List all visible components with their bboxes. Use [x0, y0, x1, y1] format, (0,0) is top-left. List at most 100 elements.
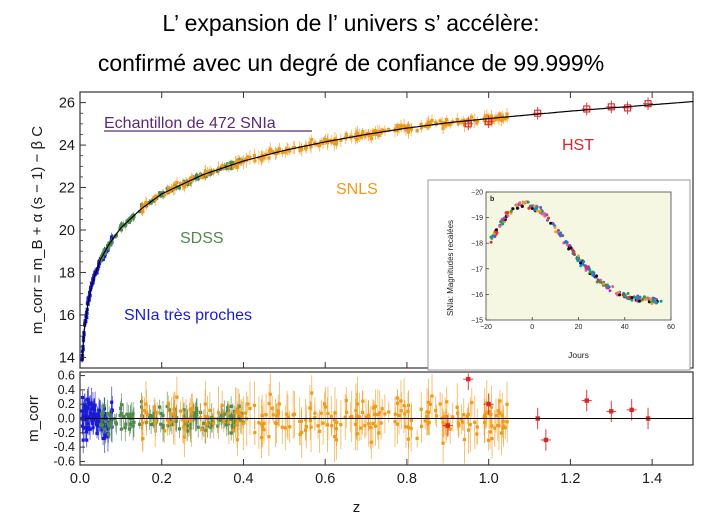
- slide-title-line-1: L’ expansion de l’ univers s’ accélère:: [162, 10, 540, 36]
- residual-point: [455, 405, 459, 409]
- inset-y-tick-label: −16: [471, 292, 483, 299]
- main-point: [402, 124, 406, 128]
- residual-point: [425, 414, 429, 419]
- residual-point: [304, 424, 308, 429]
- residual-point: [303, 428, 308, 432]
- main-point: [159, 194, 163, 198]
- residual-point: [493, 426, 497, 430]
- residual-y-tick-label: 0.2: [58, 397, 75, 411]
- residual-point: [373, 424, 378, 428]
- inset-light-curve-point: [527, 206, 531, 210]
- residual-point: [456, 421, 461, 425]
- main-point: [86, 297, 90, 301]
- residual-point: [151, 422, 156, 426]
- main-point: [333, 142, 337, 146]
- residual-point: [189, 422, 193, 427]
- main-point: [177, 186, 182, 190]
- main-point: [380, 128, 384, 132]
- main-point: [200, 175, 204, 179]
- residual-point: [99, 427, 104, 432]
- main-point: [277, 147, 281, 151]
- main-point: [85, 316, 89, 320]
- residual-point: [445, 400, 449, 404]
- main-point: [406, 130, 410, 134]
- residual-x-tick-label: 0.0: [70, 471, 90, 487]
- residual-point: [191, 408, 195, 412]
- residual-point: [308, 418, 313, 423]
- residual-point: [83, 403, 87, 407]
- main-point: [132, 214, 136, 219]
- main-point: [155, 194, 159, 198]
- inset-light-curve-point: [630, 296, 634, 300]
- main-y-tick-label: 24: [59, 138, 75, 154]
- main-point: [318, 143, 322, 148]
- inset-light-curve-point: [582, 260, 586, 264]
- residual-point: [499, 431, 503, 435]
- inset-light-curve-point: [592, 271, 596, 275]
- residual-point: [220, 403, 224, 408]
- main-point: [462, 123, 467, 127]
- residual-y-tick-label: -0.4: [53, 440, 75, 454]
- main-point: [473, 119, 477, 123]
- inset-light-curve-point: [618, 293, 622, 297]
- residual-point: [82, 409, 86, 413]
- residual-point: [430, 394, 434, 398]
- residual-point: [124, 422, 128, 426]
- residual-point: [333, 435, 337, 439]
- inset-light-curve-point: [655, 301, 659, 305]
- residual-point: [397, 413, 401, 418]
- main-y-axis-title: m_corr = m_B + α (s − 1) − β C: [29, 126, 46, 334]
- residual-panel-marks: [80, 373, 693, 464]
- main-point: [153, 198, 157, 202]
- residual-point: [427, 421, 431, 425]
- main-point: [222, 164, 227, 168]
- inset-y-tick-label: −18: [471, 241, 483, 248]
- residual-point: [459, 417, 463, 421]
- residual-point: [80, 424, 84, 428]
- main-point: [216, 166, 221, 170]
- main-point: [428, 120, 433, 124]
- residual-point: [252, 403, 257, 407]
- residual-point: [87, 415, 91, 419]
- main-point: [319, 140, 323, 144]
- residual-x-tick-label: 1.2: [560, 471, 580, 487]
- residual-point: [118, 414, 122, 418]
- main-point: [168, 189, 172, 193]
- residual-point: [373, 404, 377, 408]
- residual-point: [235, 423, 239, 427]
- residual-point: [132, 420, 136, 424]
- main-point: [268, 147, 272, 151]
- main-point: [233, 160, 238, 165]
- inset-light-curve-point: [557, 232, 561, 236]
- residual-point: [339, 423, 343, 427]
- residual-point: [426, 400, 430, 405]
- residual-point: [496, 409, 500, 413]
- main-point: [457, 121, 461, 125]
- inset-light-curve-point: [565, 240, 569, 244]
- main-point: [292, 145, 297, 150]
- inset-light-curve-point: [568, 243, 572, 247]
- inset-light-curve-point: [578, 261, 582, 265]
- main-point: [493, 118, 497, 122]
- residual-point: [184, 419, 188, 423]
- residual-point: [229, 404, 233, 408]
- main-point: [415, 129, 419, 133]
- main-point: [485, 114, 489, 118]
- residual-point: [165, 418, 170, 422]
- residual-point: [229, 431, 233, 435]
- residual-point: [488, 430, 492, 434]
- inset-light-curve-point: [553, 225, 557, 229]
- main-point: [361, 130, 365, 134]
- residual-point: [406, 437, 410, 441]
- main-point: [434, 121, 438, 125]
- main-y-tick-label: 22: [59, 181, 75, 197]
- residual-point: [369, 440, 373, 444]
- main-point: [335, 138, 339, 143]
- residual-point: [350, 414, 354, 419]
- hst-residual-point: [486, 401, 491, 407]
- main-point: [274, 151, 278, 156]
- residual-point: [267, 401, 271, 406]
- main-point: [367, 133, 371, 137]
- main-point: [489, 114, 494, 118]
